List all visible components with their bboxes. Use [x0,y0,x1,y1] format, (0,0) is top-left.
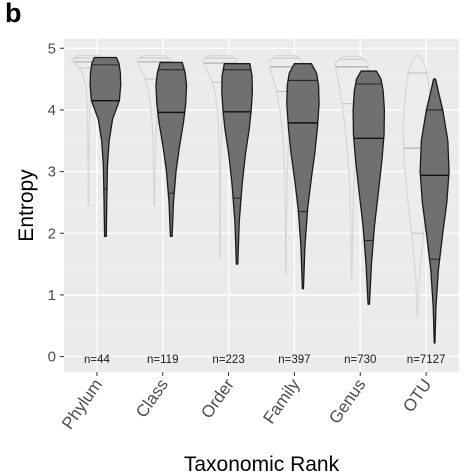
count-label: n=730 [344,354,376,366]
y-tick-label: 3 [48,164,56,181]
dark-violin-order [221,63,254,265]
violins [70,55,450,344]
count-label: n=397 [278,354,310,366]
dark-violin-genus [352,70,386,305]
plot-panel [64,39,459,372]
y-tick-label: 5 [48,40,56,57]
y-tick-label: 0 [48,349,56,366]
violin-body [221,63,254,265]
x-tick-label: Genus [325,375,369,427]
x-axis-title: Taxonomic Rank [184,453,340,474]
count-label: n=7127 [407,354,446,366]
panel-label: b [5,0,22,28]
dark-violin-family [286,63,320,290]
y-axis-title: Entropy [15,169,38,242]
violin-body [334,56,370,281]
light-violin-genus [334,56,370,281]
dark-violin-otu [419,78,450,344]
violin-body [202,55,238,259]
count-labels: n=44 n=119 n=223 n=397 n=730 n=7127 [84,354,445,366]
x-axis: Phylum Class Order Family Genus OTU [58,372,435,433]
y-tick-label: 2 [48,225,56,242]
violin-body [286,63,320,290]
count-label: n=223 [212,354,244,366]
y-tick-label: 1 [48,287,56,304]
dark-violin-phylum [89,56,122,237]
violin-body [136,55,172,207]
violin-body [70,55,107,207]
x-tick-label: Family [259,375,304,427]
count-label: n=44 [84,354,111,366]
dark-violin-class [155,61,188,237]
x-tick-label: Order [197,375,238,422]
x-tick-label: Class [132,375,172,421]
violin-body [268,55,304,274]
violin-body [419,78,450,344]
violin-body [155,61,188,237]
violin-body [89,56,122,237]
x-tick-label: OTU [399,375,435,415]
x-tick-label: Phylum [58,375,106,432]
y-tick-label: 4 [48,102,56,119]
count-label: n=119 [147,354,178,366]
y-axis: 0 1 2 3 4 5 [48,40,64,366]
violin-body [352,70,386,305]
